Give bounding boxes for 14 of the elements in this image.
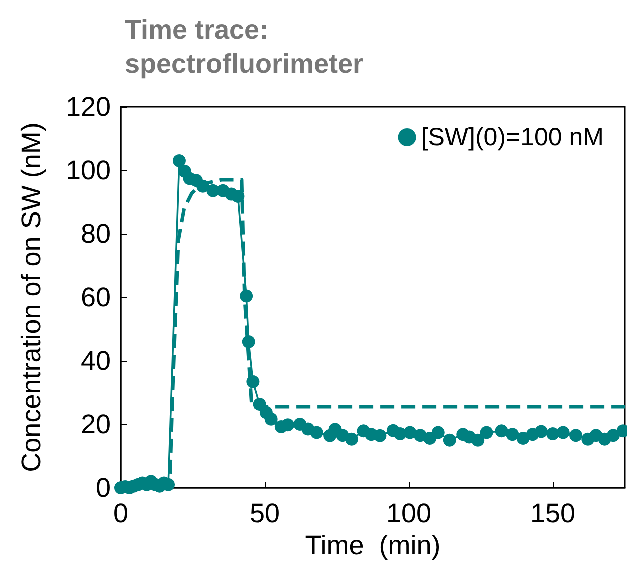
y-tick-label: 120 — [66, 92, 111, 122]
x-tick-label: 50 — [250, 498, 280, 528]
chart-title: Time trace: spectrofluorimeter — [125, 15, 364, 79]
y-axis-title: Concentration of on SW (nM) — [16, 122, 46, 472]
y-tick-label: 40 — [80, 346, 111, 376]
x-tick-label: 150 — [530, 498, 576, 528]
y-tick-label: 80 — [80, 219, 111, 249]
x-tick-label: 100 — [386, 498, 432, 528]
x-axis-title: Time (min) — [305, 530, 441, 560]
y-tick-label: 100 — [66, 156, 111, 186]
legend-label: [SW](0)=100 nM — [421, 124, 604, 152]
y-tick-label: 60 — [80, 282, 111, 312]
y-tick-label: 20 — [80, 410, 111, 440]
y-tick-label: 0 — [96, 473, 111, 503]
